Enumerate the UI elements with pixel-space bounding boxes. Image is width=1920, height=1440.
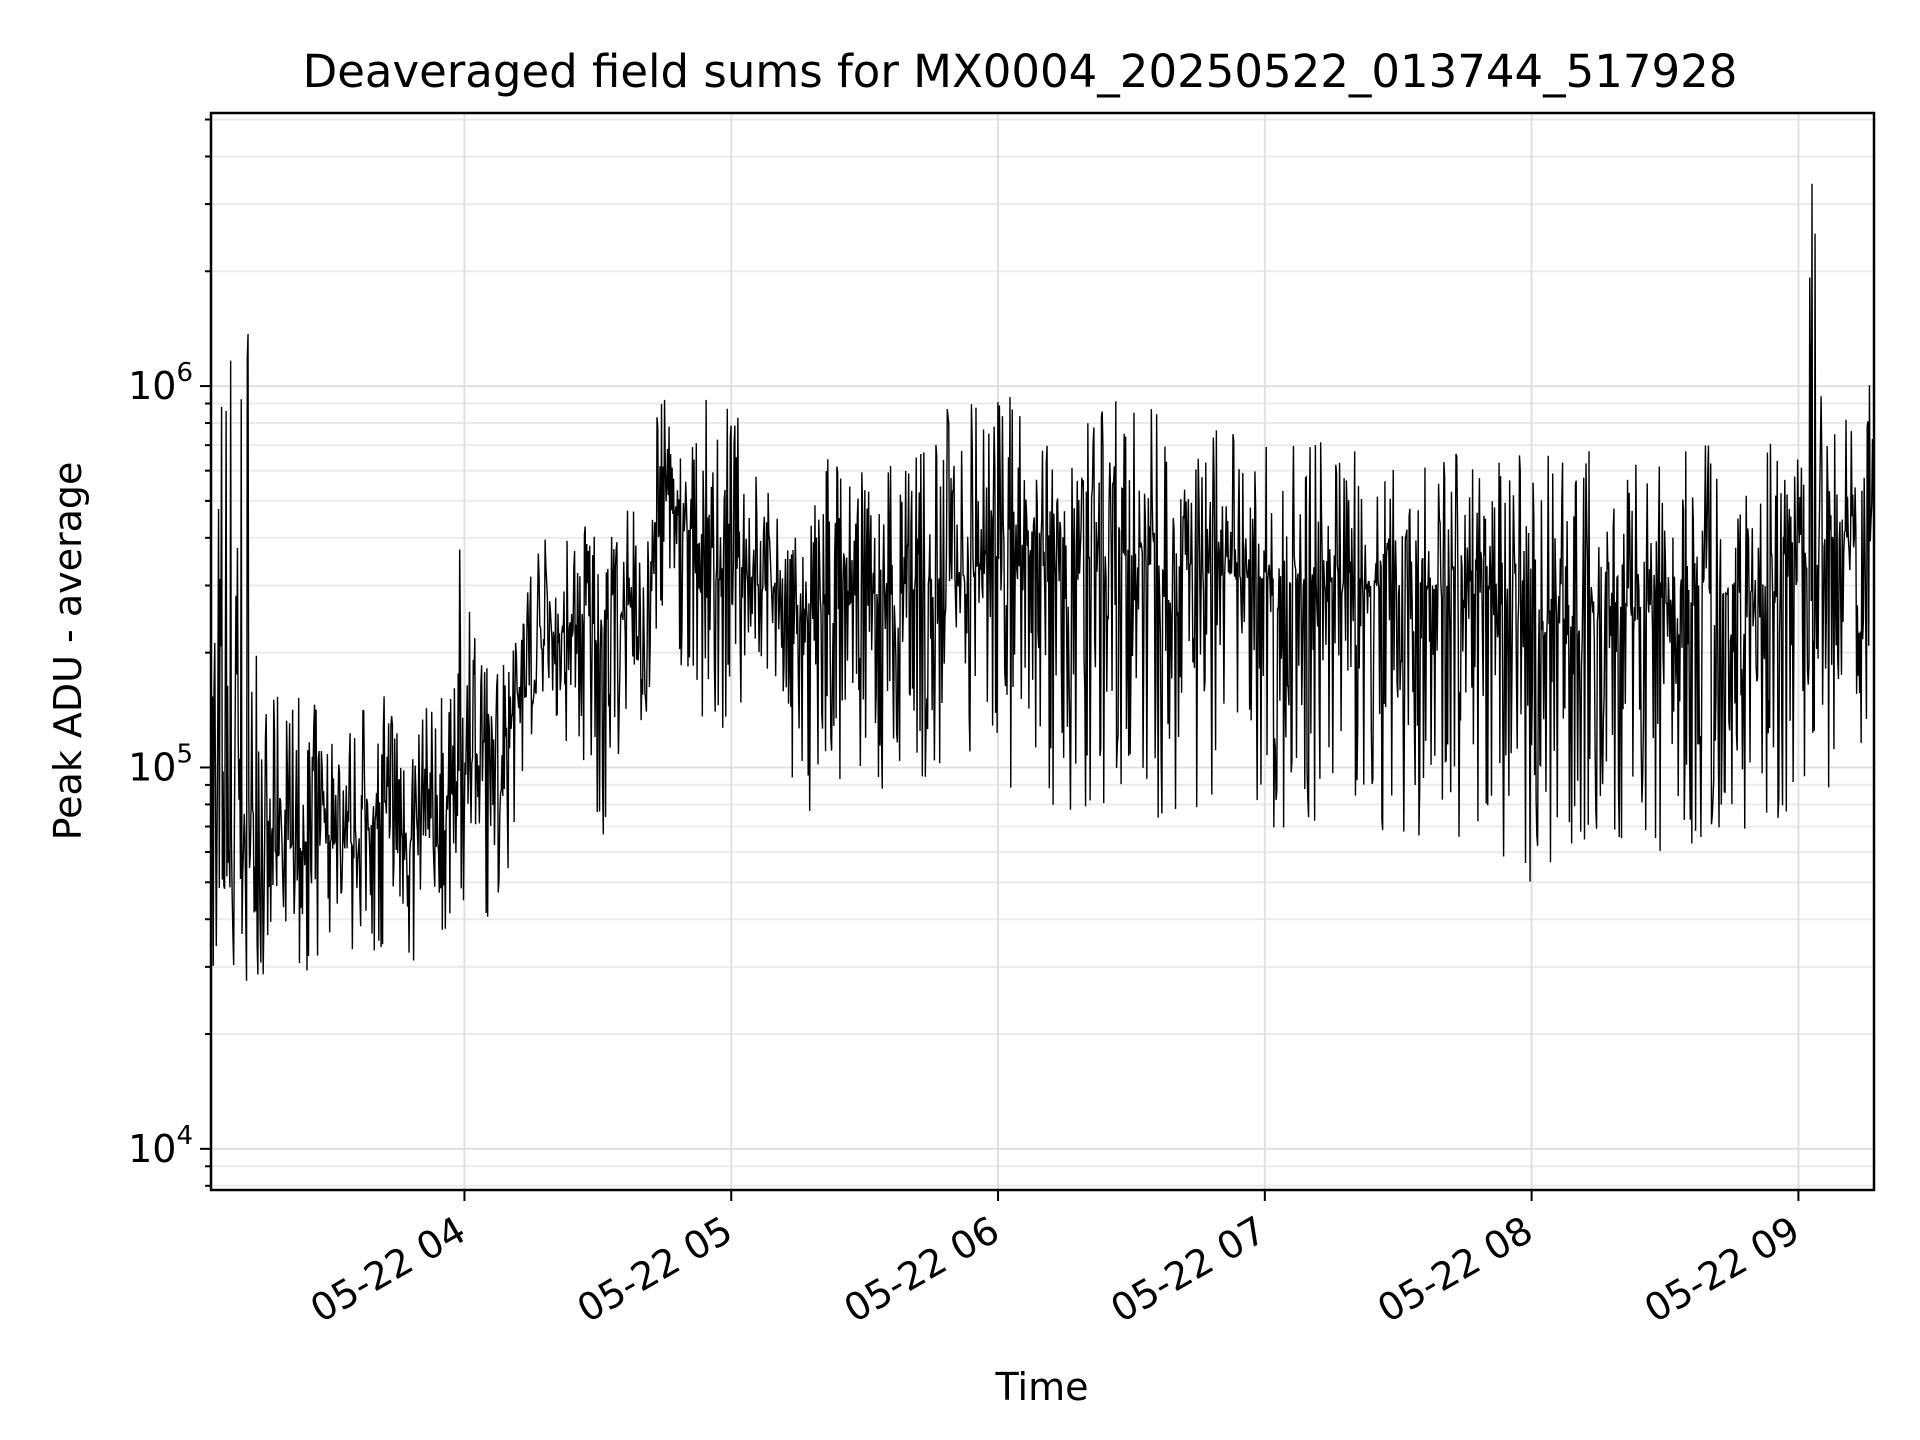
y-tick-exponent: 4 <box>176 1121 193 1151</box>
y-tick-base: 10 <box>128 364 176 408</box>
series-layer <box>210 183 1875 1024</box>
y-tick-base: 10 <box>128 1127 176 1171</box>
x-tick-label: 05-22 06 <box>837 1208 1007 1332</box>
x-tick-label: 05-22 05 <box>570 1208 740 1332</box>
series-line <box>210 183 1875 1024</box>
y-axis-label: Peak ADU - average <box>46 462 90 841</box>
y-tick-exponent: 5 <box>176 739 193 769</box>
y-tick-exponent: 6 <box>176 358 193 388</box>
y-tick-label: 105 <box>128 739 193 789</box>
x-tick-label: 05-22 09 <box>1637 1208 1807 1332</box>
y-tick-base: 10 <box>128 745 176 789</box>
x-tick-label: 05-22 07 <box>1103 1208 1273 1332</box>
y-tick-label: 104 <box>128 1121 193 1171</box>
chart-title: Deaveraged field sums for MX0004_2025052… <box>303 45 1738 98</box>
y-tick-label: 106 <box>128 358 193 408</box>
plot-frame <box>209 111 1876 1192</box>
x-tick-label: 05-22 04 <box>303 1208 473 1332</box>
x-axis-label: Time <box>995 1365 1089 1409</box>
x-tick-label: 05-22 08 <box>1370 1208 1540 1332</box>
